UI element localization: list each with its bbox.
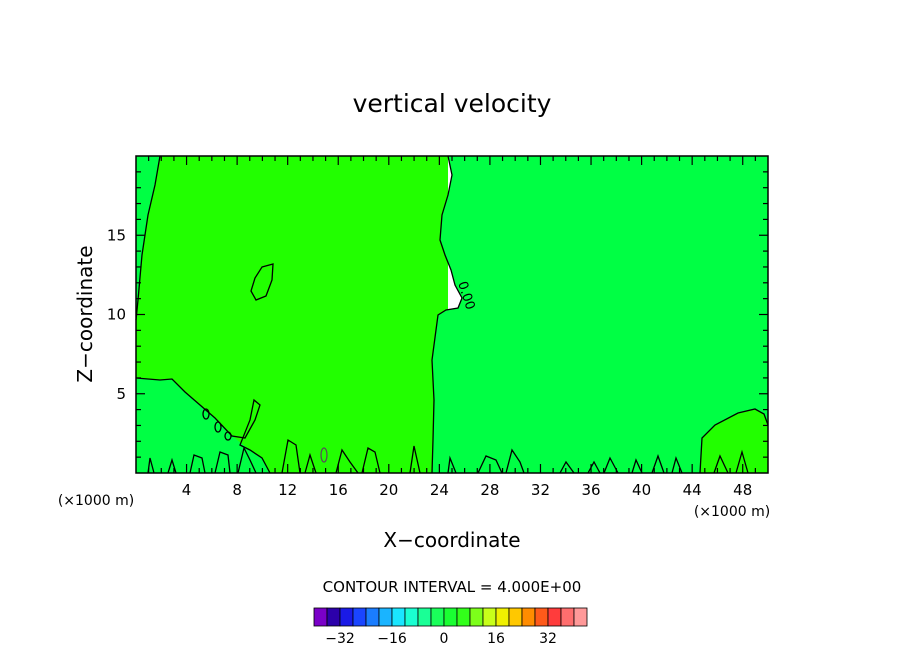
colorbar-swatch: [573, 607, 588, 627]
colorbar-tick-label: −32: [325, 631, 355, 647]
colorbar-swatch: [365, 607, 380, 627]
contour-right-lower: [699, 408, 769, 474]
x-axis-label: X−coordinate: [383, 528, 520, 552]
field-patch-lower-right: [700, 409, 768, 473]
colorbar-swatch: [534, 607, 549, 627]
x-tick-label: 28: [480, 481, 499, 499]
colorbar-swatch: [521, 607, 536, 627]
field-region-right: [432, 156, 768, 473]
colorbar-swatch: [495, 607, 510, 627]
contour-left-lower: [135, 377, 271, 474]
x-axis-ticks: 4 8 12 16 20 24 28 32 36 40 44 48: [148, 156, 756, 499]
x-tick-label: 8: [232, 481, 242, 499]
y-tick-label: 15: [107, 226, 126, 244]
field-patch-lower-left: [136, 378, 270, 473]
contour-small-loop-3: [224, 431, 232, 441]
y-tick-label: 10: [107, 306, 126, 324]
colorbar: −32 −16 0 16 32: [313, 607, 588, 647]
x-tick-label: 44: [683, 481, 702, 499]
field-patch-upper-left: [136, 156, 160, 320]
plot-area: 0.00: [135, 155, 769, 474]
contour-closed-cell: [250, 263, 274, 301]
colorbar-tick-label: 0: [440, 631, 449, 647]
x-tick-label: 48: [733, 481, 752, 499]
x-tick-label: 40: [632, 481, 651, 499]
x-tick-label: 20: [379, 481, 398, 499]
x-unit-left: (×1000 m): [58, 493, 134, 509]
y-axis-label: Z−coordinate: [73, 245, 97, 382]
colorbar-tick-label: −16: [377, 631, 407, 647]
contour-small-loop-4: [320, 447, 328, 463]
colorbar-swatch: [430, 607, 445, 627]
colorbar-swatch: [404, 607, 419, 627]
colorbar-swatch: [417, 607, 432, 627]
contour-interval-label: CONTOUR INTERVAL = 4.000E+00: [323, 578, 582, 596]
x-tick-label: 4: [182, 481, 192, 499]
colorbar-swatch: [547, 607, 562, 627]
y-tick-label: 5: [116, 385, 126, 403]
colorbar-swatch: [391, 607, 406, 627]
colorbar-tick-label: 32: [539, 631, 557, 647]
colorbar-swatch: [339, 607, 354, 627]
colorbar-swatch: [378, 607, 393, 627]
colorbar-tick-label: 16: [487, 631, 505, 647]
colorbar-swatch: [560, 607, 575, 627]
colorbar-swatch: [456, 607, 471, 627]
contour-surface-noise: [147, 438, 749, 474]
contour-small-loop-2: [214, 421, 222, 433]
colorbar-swatch: [482, 607, 497, 627]
colorbar-swatch: [508, 607, 523, 627]
x-unit-right: (×1000 m): [694, 504, 770, 520]
colorbar-swatch: [313, 607, 328, 627]
colorbar-swatch: [443, 607, 458, 627]
colorbar-swatch: [326, 607, 341, 627]
chart-title: vertical velocity: [353, 89, 552, 118]
contour-lines: [135, 155, 769, 474]
colorbar-swatch: [352, 607, 367, 627]
x-tick-label: 36: [581, 481, 600, 499]
contour-zero-main: [431, 155, 463, 474]
x-tick-label: 24: [430, 481, 449, 499]
x-tick-label: 32: [531, 481, 550, 499]
x-tick-label: 12: [278, 481, 297, 499]
y-axis-ticks: 5 10 15: [107, 171, 768, 458]
contour-small-loop-1: [202, 408, 210, 420]
x-tick-label: 16: [329, 481, 348, 499]
colorbar-swatch: [469, 607, 484, 627]
